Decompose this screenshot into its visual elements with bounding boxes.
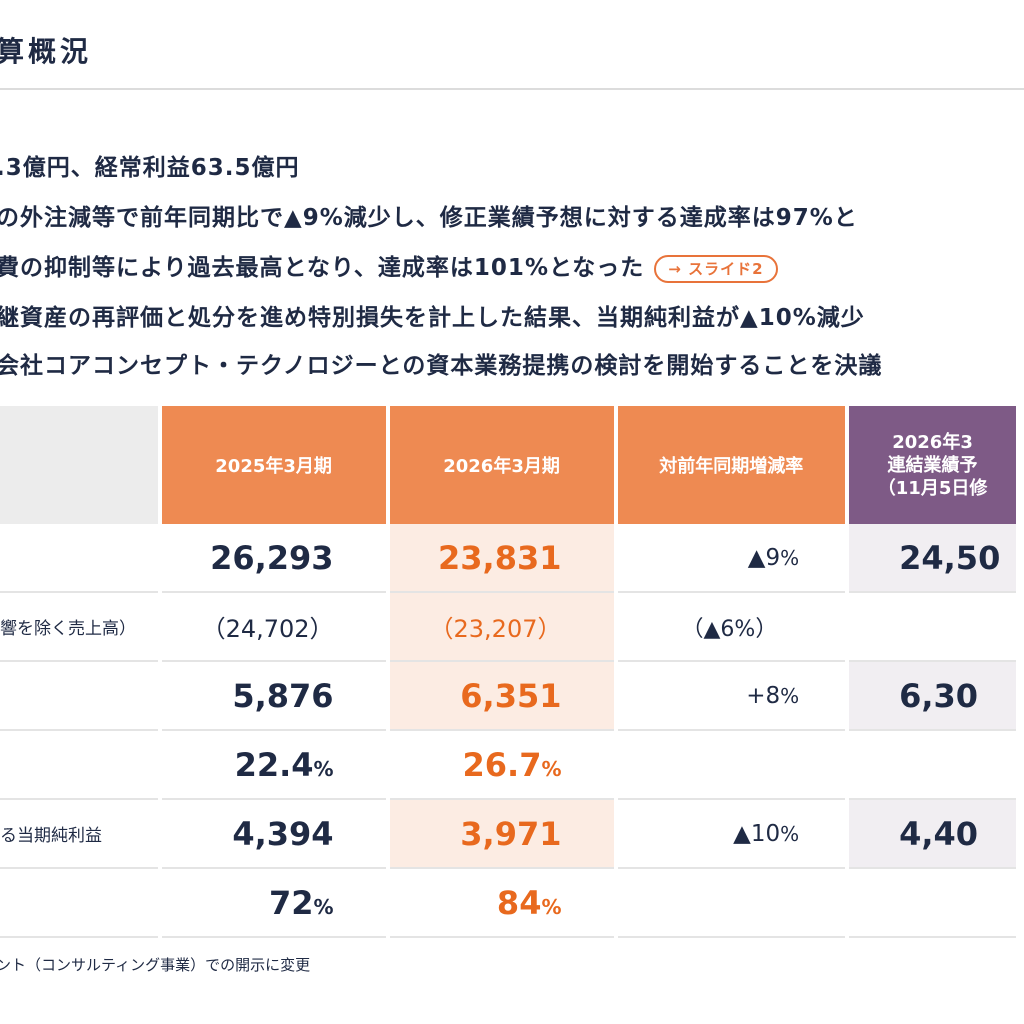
table-header-row: 2025年3月期 2026年3月期 対前年同期増減率 2026年3 連結業績予 … [0, 406, 1016, 524]
change-value: +8% [617, 662, 846, 731]
row-label [0, 869, 158, 938]
cur-unit: % [541, 894, 562, 919]
change-number: ▲9 [747, 544, 781, 571]
change-value: ▲10% [617, 800, 846, 869]
forecast-value: 24,50 [849, 524, 1016, 593]
prev-number: 22.4 [234, 745, 314, 784]
forecast-value: 4,40 [849, 800, 1016, 869]
header-label-cell [0, 406, 158, 524]
section-title: 算概況 [0, 35, 93, 68]
forecast-value [849, 869, 1016, 938]
summary-line-1: .3億円、経常利益63.5億円 [0, 155, 300, 181]
table-row: 72% 84% [0, 869, 1016, 938]
summary-line-3-text: 費の抑制等により過去最高となり、達成率は101%となった [0, 255, 645, 281]
header-forecast: 2026年3 連結業績予 （11月5日修 [849, 406, 1016, 524]
cur-value: 84% [389, 869, 614, 938]
summary-line-5: 会社コアコンセプト・テクノロジーとの資本業務提携の検討を開始することを決議 [0, 353, 883, 379]
forecast-value: 6,30 [849, 662, 1016, 731]
prev-value: 72% [161, 869, 386, 938]
change-unit: % [780, 545, 800, 570]
cur-number: 84 [496, 883, 542, 922]
change-value: （▲6%） [617, 593, 846, 662]
forecast-value [849, 593, 1016, 662]
change-number: ▲10 [733, 820, 781, 847]
table-row: 26,293 23,831 ▲9% 24,50 [0, 524, 1016, 593]
row-label [0, 524, 158, 593]
prev-value: 26,293 [161, 524, 386, 593]
change-value [617, 731, 846, 800]
change-value: ▲9% [617, 524, 846, 593]
footnote: ント（コンサルティング事業）での開示に変更 [0, 956, 311, 974]
cur-value: 6,351 [389, 662, 614, 731]
cur-number: 26.7 [462, 745, 542, 784]
prev-unit: % [313, 894, 334, 919]
header-forecast-line-3: （11月5日修 [877, 477, 988, 499]
change-value [617, 869, 846, 938]
title-divider [0, 88, 1024, 90]
prev-value: 4,394 [161, 800, 386, 869]
row-label: 響を除く売上高） [0, 593, 158, 662]
forecast-value [849, 731, 1016, 800]
change-unit: % [780, 683, 800, 708]
summary-line-4: 継資産の再評価と処分を進め特別損失を計上した結果、当期純利益が▲10%減少 [0, 305, 865, 331]
summary-line-2: の外注減等で前年同期比で▲9%減少し、修正業績予想に対する達成率は97%と [0, 205, 858, 231]
table-row: 22.4% 26.7% [0, 731, 1016, 800]
cur-value: 3,971 [389, 800, 614, 869]
cur-unit: % [541, 756, 562, 781]
summary-line-3: 費の抑制等により過去最高となり、達成率は101%となった → スライド2 [0, 248, 778, 283]
row-label: る当期純利益 [0, 800, 158, 869]
prev-value: 5,876 [161, 662, 386, 731]
change-unit: % [780, 821, 800, 846]
header-yoy-change: 対前年同期増減率 [617, 406, 846, 524]
cur-value: （23,207） [389, 593, 614, 662]
header-fy2025: 2025年3月期 [161, 406, 386, 524]
prev-number: 72 [268, 883, 314, 922]
header-fy2026: 2026年3月期 [389, 406, 614, 524]
header-forecast-line-1: 2026年3 [892, 431, 973, 453]
row-label [0, 731, 158, 800]
slide-2-link[interactable]: → スライド2 [654, 254, 778, 283]
financial-summary-table: 2025年3月期 2026年3月期 対前年同期増減率 2026年3 連結業績予 … [0, 406, 1020, 938]
table-row: 5,876 6,351 +8% 6,30 [0, 662, 1016, 731]
row-label [0, 662, 158, 731]
cur-value: 23,831 [389, 524, 614, 593]
table-row: る当期純利益 4,394 3,971 ▲10% 4,40 [0, 800, 1016, 869]
header-forecast-line-2: 連結業績予 [887, 454, 978, 476]
prev-unit: % [313, 756, 334, 781]
table-row: 響を除く売上高） （24,702） （23,207） （▲6%） [0, 593, 1016, 662]
prev-value: （24,702） [161, 593, 386, 662]
cur-value: 26.7% [389, 731, 614, 800]
change-number: +8 [746, 682, 781, 709]
prev-value: 22.4% [161, 731, 386, 800]
